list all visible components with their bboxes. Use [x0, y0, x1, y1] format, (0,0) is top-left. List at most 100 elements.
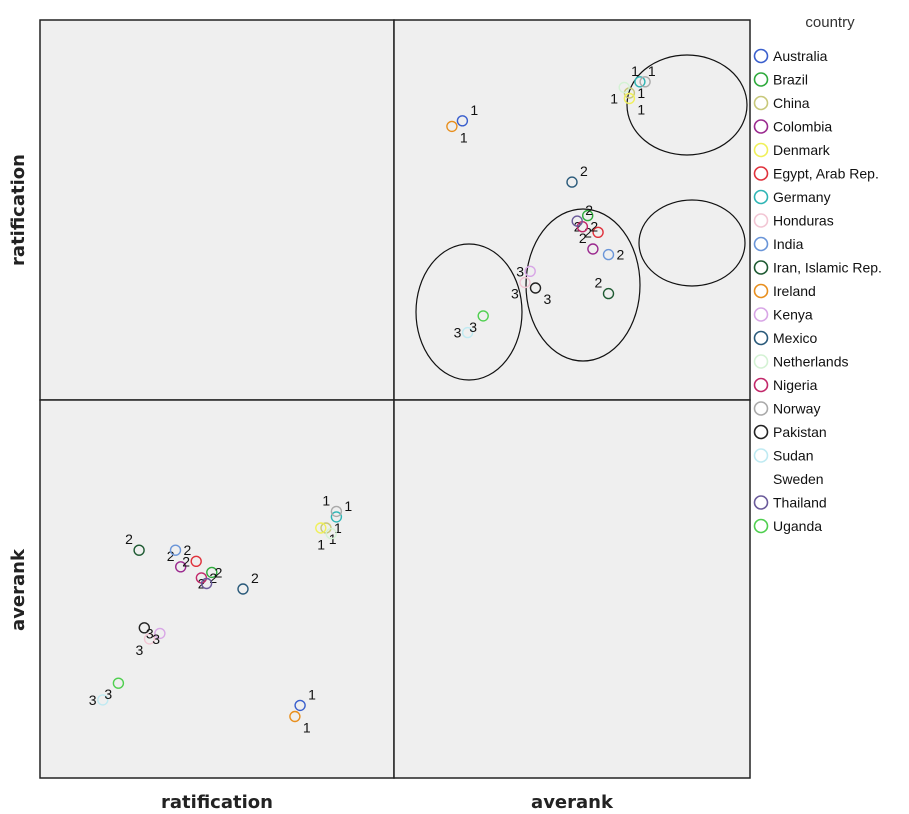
legend-entry-14: Nigeria — [773, 377, 818, 393]
point-top-right-0 — [456, 115, 469, 127]
point-label-bottom-left-13: 1 — [317, 537, 325, 553]
point-label-top-right-16: 3 — [544, 291, 552, 307]
point-label-top-right-5: 2 — [584, 224, 592, 240]
legend-marker-3 — [753, 119, 769, 134]
panel-top-left — [39, 19, 395, 401]
legend-entry-9: Iran, Islamic Rep. — [773, 260, 882, 276]
point-label-top-right-8: 2 — [617, 247, 625, 263]
legend-entry-16: Pakistan — [773, 424, 827, 440]
point-bottom-left-6 — [330, 511, 343, 523]
legend-marker-13 — [753, 354, 769, 369]
point-label-bottom-left-17: 3 — [89, 692, 97, 708]
point-label-top-right-12: 2 — [580, 163, 588, 179]
legend-marker-12 — [753, 330, 769, 346]
legend-entry-18: Sweden — [773, 471, 824, 487]
point-label-top-right-15: 1 — [631, 63, 639, 79]
point-bottom-left-9 — [133, 544, 145, 556]
point-label-bottom-left-7: 3 — [136, 642, 144, 658]
point-bottom-left-17 — [97, 694, 109, 706]
legend-entry-12: Mexico — [773, 330, 818, 346]
point-bottom-left-4 — [315, 522, 327, 534]
column-label-averank: averank — [531, 792, 614, 813]
point-top-right-3 — [587, 243, 599, 255]
point-bottom-left-0 — [294, 699, 306, 712]
point-label-top-right-2: 1 — [637, 85, 645, 101]
legend-entry-1: Brazil — [773, 72, 808, 88]
legend-title: country — [805, 14, 855, 31]
point-label-top-right-7: 3 — [511, 286, 519, 302]
legend-entry-10: Ireland — [773, 283, 816, 299]
point-label-bottom-left-10: 1 — [303, 720, 311, 736]
point-top-right-5 — [592, 226, 604, 239]
column-label-ratification: ratification — [161, 792, 273, 813]
point-bottom-left-19 — [112, 677, 125, 689]
legend-marker-7 — [753, 213, 769, 228]
legend-entry-4: Denmark — [773, 142, 831, 158]
point-label-bottom-left-2: 1 — [334, 520, 342, 536]
point-top-right-11 — [524, 265, 536, 277]
legend-marker-15 — [753, 401, 769, 416]
point-bottom-left-13 — [325, 527, 337, 540]
legend-entry-11: Kenya — [773, 307, 813, 323]
legend-entry-19: Thailand — [773, 495, 827, 511]
point-bottom-left-3 — [174, 561, 187, 573]
legend-marker-19 — [753, 495, 769, 510]
point-label-bottom-left-11: 3 — [146, 625, 154, 641]
cluster-ellipse-1-upper — [626, 54, 748, 156]
legend-entry-17: Sudan — [773, 448, 813, 464]
legend-marker-17 — [753, 448, 769, 463]
legend: Australia Brazil China Colombia Denmark Egypt… — [753, 48, 882, 534]
point-label-top-right-13: 1 — [610, 90, 618, 106]
legend-entry-6: Germany — [773, 189, 831, 205]
legend-marker-1 — [753, 72, 769, 87]
point-top-right-9 — [602, 287, 615, 300]
point-label-bottom-left-19: 3 — [104, 686, 112, 702]
legend-marker-5 — [753, 166, 769, 181]
point-top-right-17 — [461, 326, 474, 339]
legend-marker-0 — [753, 48, 769, 64]
panel-bottom-left — [39, 399, 395, 779]
point-top-right-4 — [623, 92, 636, 105]
point-bottom-left-5 — [190, 555, 202, 567]
point-label-top-right-14: 2 — [590, 219, 598, 235]
legend-entry-20: Uganda — [773, 518, 822, 534]
point-label-top-right-3: 2 — [579, 230, 587, 246]
point-label-top-right-18: 2 — [585, 202, 593, 218]
legend-entry-13: Netherlands — [773, 354, 849, 370]
point-bottom-left-11 — [154, 627, 166, 640]
legend-marker-16 — [753, 424, 769, 440]
point-top-right-16 — [529, 282, 542, 294]
legend-marker-9 — [753, 260, 769, 275]
point-label-top-right-0: 1 — [470, 102, 478, 118]
point-label-top-right-11: 3 — [516, 263, 524, 279]
point-label-top-right-4: 1 — [637, 102, 645, 118]
point-bottom-left-1 — [206, 566, 218, 579]
point-top-right-19 — [477, 310, 489, 322]
legend-marker-14 — [753, 377, 769, 393]
legend-entry-2: China — [773, 95, 810, 111]
cluster-ellipse-2 — [525, 208, 641, 362]
point-label-top-right-10: 1 — [460, 129, 468, 145]
point-label-bottom-left-12: 2 — [251, 570, 259, 586]
row-label-ratification: ratification — [8, 154, 29, 266]
legend-entry-7: Honduras — [773, 213, 834, 229]
point-label-bottom-left-9: 2 — [125, 531, 133, 547]
point-top-right-6 — [634, 76, 646, 88]
point-bottom-left-10 — [289, 710, 301, 723]
point-label-bottom-left-14: 2 — [209, 570, 217, 586]
legend-marker-8 — [753, 236, 769, 252]
cluster-ellipse-3 — [415, 243, 523, 381]
point-label-bottom-left-8: 2 — [184, 542, 192, 558]
legend-entry-15: Norway — [773, 401, 820, 417]
point-label-top-right-6: 1 — [648, 63, 656, 79]
point-top-right-8 — [602, 248, 615, 261]
legend-entry-5: Egypt, Arab Rep. — [773, 166, 879, 182]
point-bottom-left-12 — [237, 583, 249, 595]
point-top-right-18 — [571, 215, 583, 227]
point-bottom-left-15 — [330, 505, 343, 518]
point-label-bottom-left-5: 2 — [182, 553, 190, 569]
legend-marker-6 — [753, 189, 769, 205]
point-label-bottom-left-16: 3 — [152, 631, 160, 647]
point-label-bottom-left-3: 2 — [167, 548, 175, 564]
